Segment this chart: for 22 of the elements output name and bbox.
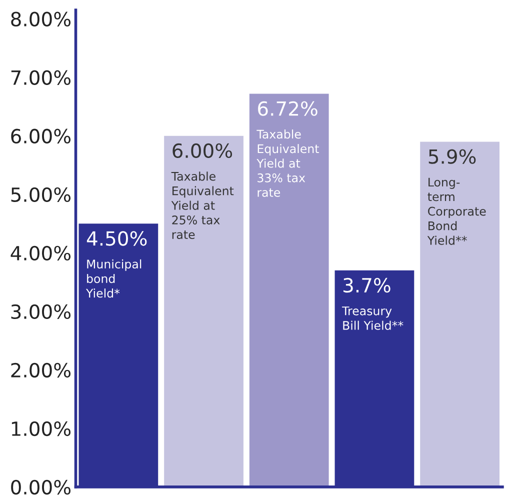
annotation: Taxable Equivalent Yield at 33% tax rate xyxy=(256,129,319,197)
data-label: 6.00% xyxy=(172,143,232,158)
annotation: Taxable Equivalent Yield at 25% tax rate xyxy=(171,172,234,240)
annotation: Municipal bond Yield* xyxy=(86,259,142,298)
y-tick-label: 4.00% xyxy=(10,246,71,261)
annotation: Long- term Corporate Bond Yield** xyxy=(427,178,486,245)
y-tick-label: 6.00% xyxy=(11,128,71,144)
data-label: 3.7% xyxy=(344,278,390,293)
data-label: 4.50% xyxy=(86,231,147,246)
y-tick-label: 7.00% xyxy=(11,70,71,85)
y-tick-label: 5.00% xyxy=(11,187,71,202)
bar xyxy=(249,94,329,487)
bar xyxy=(420,142,500,487)
data-label: 5.9% xyxy=(428,149,476,164)
y-tick-label: 0.00% xyxy=(11,480,71,495)
annotation: Treasury Bill Yield** xyxy=(342,306,404,330)
data-label: 6.72% xyxy=(258,101,318,116)
bar xyxy=(164,136,244,487)
y-tick-label: 1.00% xyxy=(12,421,71,436)
y-tick-label: 8.00% xyxy=(11,12,71,26)
y-tick-label: 2.00% xyxy=(11,362,71,378)
y-tick-label: 3.00% xyxy=(11,304,71,320)
